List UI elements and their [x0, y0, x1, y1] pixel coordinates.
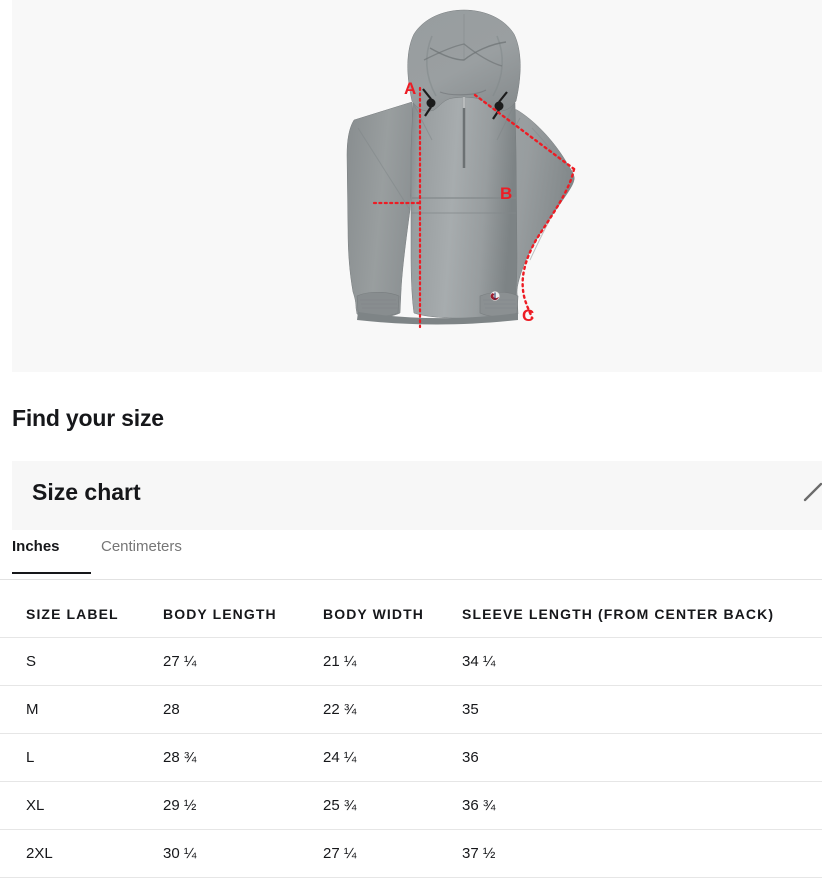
- svg-text:A: A: [404, 79, 416, 98]
- svg-text:B: B: [500, 184, 512, 203]
- svg-text:C: C: [522, 306, 534, 325]
